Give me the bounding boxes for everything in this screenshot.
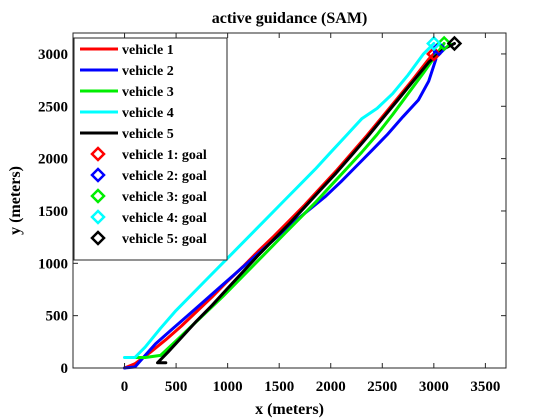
x-tick-label: 500 [165,379,188,395]
series-line-vehicle-4 [123,42,436,359]
y-tick-label: 500 [46,309,69,325]
goal-marker-vehicle-4-goal [426,35,442,52]
x-tick-label: 3000 [419,379,449,395]
x-tick-label: 3500 [470,379,500,395]
legend-label-vehicle-4-goal: vehicle 4: goal [122,211,207,226]
goal-marker-vehicle-3-goal [436,35,452,52]
legend-label-vehicle-3: vehicle 3 [122,85,174,100]
y-axis-label: y (meters) [7,166,24,235]
goal-layer [426,35,463,62]
legend-label-vehicle-5-goal: vehicle 5: goal [122,232,207,247]
legend-label-vehicle-5: vehicle 5 [122,127,174,142]
legend-label-vehicle-1-goal: vehicle 1: goal [122,148,207,163]
legend-label-vehicle-3-goal: vehicle 3: goal [122,190,207,205]
y-tick-label: 2000 [38,152,68,168]
x-axis: 0 500 1000 1500 2000 2500 3000 3500 [121,33,500,395]
y-tick-label: 2500 [38,99,68,115]
legend-swatch-vehicle-1-goal [90,146,106,162]
y-tick-label: 0 [61,361,69,377]
legend-swatch-vehicle-2-goal [90,167,106,183]
x-tick-label: 0 [121,379,129,395]
legend-label-vehicle-4: vehicle 4 [122,106,174,121]
legend-label-vehicle-2: vehicle 2 [122,64,174,79]
x-tick-label: 2000 [316,379,346,395]
y-tick-label: 1000 [38,256,68,272]
chart-title: active guidance (SAM) [212,10,368,27]
y-tick-label: 3000 [38,47,68,63]
x-axis-label: x (meters) [255,401,324,418]
x-tick-label: 1500 [264,379,294,395]
x-tick-label: 2500 [367,379,397,395]
series-line-vehicle-5 [156,42,456,365]
series-layer [123,42,456,370]
y-tick-label: 1500 [38,204,68,220]
legend-swatch-vehicle-5-goal [90,230,106,246]
goal-marker-vehicle-5-goal [446,35,463,52]
legend-swatch-vehicle-3-goal [90,188,106,204]
plot-frame [72,32,507,369]
x-tick-label: 1000 [213,379,243,395]
legend: vehicle 1 vehicle 2 vehicle 3 vehicle 4 vehi… [73,37,228,261]
legend-swatch-vehicle-4-goal [90,209,106,225]
y-axis: 0 500 1000 1500 2000 2500 3000 [38,47,506,377]
legend-label-vehicle-2-goal: vehicle 2: goal [122,169,207,184]
legend-label-vehicle-1: vehicle 1 [122,43,174,58]
